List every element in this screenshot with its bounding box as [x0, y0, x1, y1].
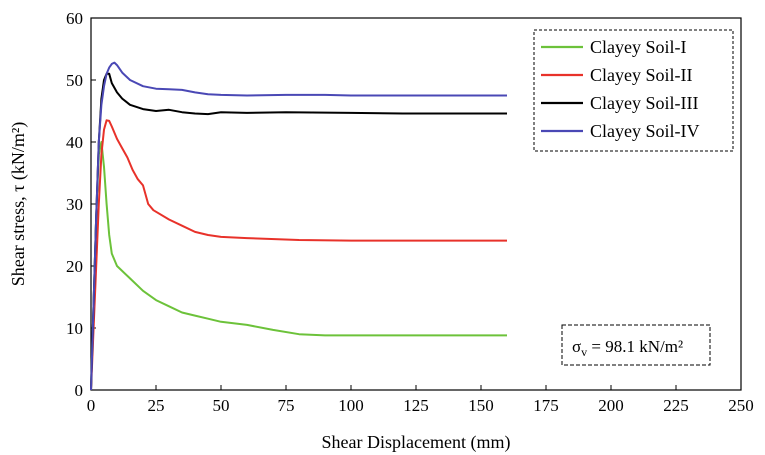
y-tick-label: 0	[75, 381, 84, 400]
series-line-4	[90, 61, 507, 391]
y-tick-label: 60	[66, 9, 83, 28]
x-axis-title: Shear Displacement (mm)	[322, 432, 511, 453]
y-tick-label: 40	[66, 133, 83, 152]
y-axis-title: Shear stress, τ (kN/m²)	[8, 122, 29, 287]
x-tick-label: 225	[663, 396, 689, 415]
series-line-2	[90, 119, 507, 391]
x-tick-label: 150	[468, 396, 494, 415]
legend-label-3: Clayey Soil-III	[590, 93, 698, 113]
x-tick-label: 0	[87, 396, 96, 415]
x-tick-label: 25	[148, 396, 165, 415]
legend-label-2: Clayey Soil-II	[590, 65, 692, 85]
y-tick-label: 50	[66, 71, 83, 90]
series-line-3	[90, 72, 507, 391]
legend-label-4: Clayey Soil-IV	[590, 121, 700, 141]
x-tick-label: 100	[338, 396, 364, 415]
x-tick-label: 250	[728, 396, 754, 415]
legend-label-1: Clayey Soil-I	[590, 37, 687, 57]
series-line-1	[90, 141, 507, 391]
series-layer	[90, 61, 507, 391]
x-tick-label: 50	[213, 396, 230, 415]
x-tick-label: 75	[278, 396, 295, 415]
x-tick-label: 200	[598, 396, 624, 415]
annotation-value: = 98.1 kN/m²	[587, 337, 683, 356]
x-axis-ticks: 0 25 50 75 100 125 150 175 200 225 250	[87, 385, 754, 415]
x-tick-label: 175	[533, 396, 559, 415]
y-axis-ticks: 0 10 20 30 40 50 60	[66, 9, 96, 400]
annotation-subscript: v	[581, 345, 587, 359]
x-tick-label: 125	[403, 396, 429, 415]
legend: Clayey Soil-I Clayey Soil-II Clayey Soil-I…	[533, 29, 734, 152]
y-tick-label: 20	[66, 257, 83, 276]
normal-stress-annotation: σv = 98.1 kN/m²	[561, 324, 711, 366]
y-tick-label: 30	[66, 195, 83, 214]
annotation-text: σv = 98.1 kN/m²	[572, 337, 683, 359]
annotation-frame	[561, 324, 711, 366]
annotation-symbol: σ	[572, 337, 581, 356]
y-tick-label: 10	[66, 319, 83, 338]
